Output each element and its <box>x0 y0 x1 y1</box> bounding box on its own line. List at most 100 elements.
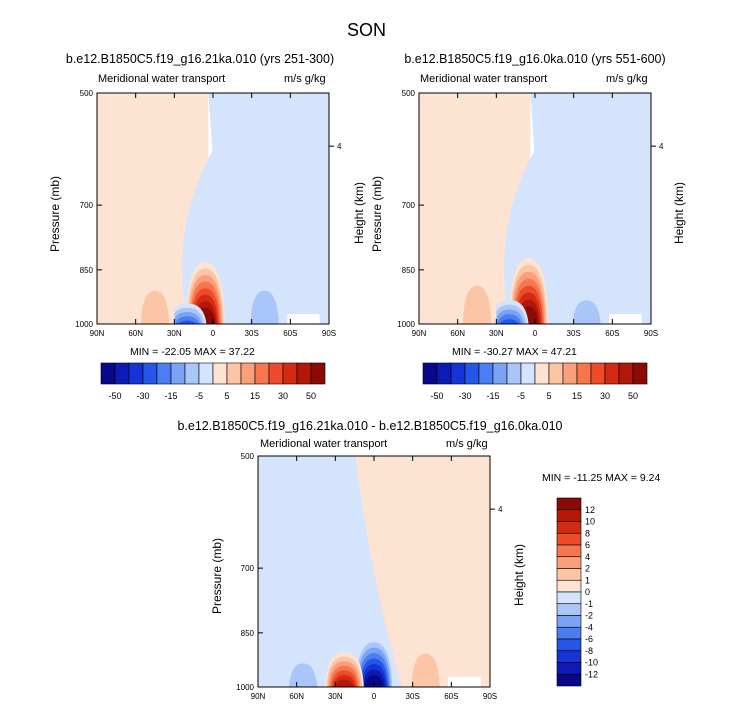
y-tick-label: 700 <box>241 564 255 573</box>
y-tick-label: 850 <box>80 266 94 275</box>
panel-1-colorbar: -50 -30 -15 -5 5 15 30 50 <box>100 362 326 401</box>
colorbar-swatch <box>604 362 620 385</box>
panel-3-plot: 90N 60N 30N 0 30S 60S 90S 500 700 850 1000 4 <box>236 452 503 701</box>
x-tick-label: 30N <box>328 692 343 701</box>
colorbar-swatch <box>142 362 158 385</box>
topography-mask <box>609 314 642 324</box>
colorbar-swatch <box>556 673 582 687</box>
colorbar-swatch <box>556 509 582 522</box>
colorbar-swatch <box>240 362 256 385</box>
colorbar-swatch <box>556 615 582 628</box>
x-tick-label: 30S <box>245 329 259 338</box>
colorbar-swatch <box>310 362 326 385</box>
colorbar-label: 8 <box>585 528 590 538</box>
colorbar-label: 0 <box>585 587 590 597</box>
panel-1-plot: 90N 60N 30N 0 30S 60S 90S 500 700 850 1000 4 <box>75 89 342 338</box>
y-tick-label: 850 <box>241 629 255 638</box>
colorbar-swatch <box>282 362 298 385</box>
panel-3-stats: MIN = -11.25 MAX = 9.24 <box>542 472 661 484</box>
colorbar-label: 2 <box>585 564 590 574</box>
colorbar-swatch <box>556 556 582 569</box>
y-tick-label: 850 <box>402 266 416 275</box>
x-tick-label: 90S <box>322 329 336 338</box>
colorbar-label: -5 <box>195 391 203 401</box>
colorbar-label: -30 <box>136 391 149 401</box>
panel-1-variable: Meridional water transport <box>98 73 226 85</box>
colorbar-label: -15 <box>486 391 499 401</box>
colorbar-swatch <box>450 362 466 385</box>
colorbar-swatch <box>520 362 536 385</box>
field-negative-bg <box>182 93 329 324</box>
y-tick-label: 500 <box>402 89 416 98</box>
colorbar-swatch <box>618 362 634 385</box>
colorbar-label: -50 <box>108 391 121 401</box>
x-tick-label: 60N <box>450 329 465 338</box>
colorbar-swatch <box>100 362 116 385</box>
colorbar-swatch <box>556 662 582 675</box>
topography-mask <box>448 677 481 687</box>
x-tick-label: 60N <box>289 692 304 701</box>
colorbar-swatch <box>556 626 582 640</box>
x-tick-label: 90N <box>251 692 266 701</box>
colorbar-swatch <box>556 532 582 546</box>
x-tick-label: 30S <box>567 329 581 338</box>
colorbar-swatch <box>556 544 582 558</box>
y-tick-label: 1000 <box>397 320 415 329</box>
colorbar-swatch <box>556 521 582 534</box>
contour-positive-3-level-2 <box>411 653 440 687</box>
colorbar-swatch <box>632 362 648 385</box>
colorbar-label: -15 <box>164 391 177 401</box>
x-tick-label: 60N <box>128 329 143 338</box>
y-tick-label: 500 <box>241 452 255 461</box>
colorbar-label: 10 <box>585 517 595 527</box>
panel-1-units: m/s g/kg <box>284 73 326 85</box>
x-tick-label: 0 <box>533 329 538 338</box>
y2-tick-label: 4 <box>659 142 664 151</box>
colorbar-swatch <box>556 579 582 593</box>
field-negative-bg <box>258 456 402 687</box>
x-tick-label: 60S <box>444 692 458 701</box>
y-tick-label: 700 <box>402 201 416 210</box>
panel-3-variable: Meridional water transport <box>260 438 388 450</box>
y-tick-label: 1000 <box>75 320 93 329</box>
y-tick-label: 500 <box>80 89 94 98</box>
colorbar-label: -4 <box>585 622 593 632</box>
panel-2-title: b.e12.B1850C5.f19_g16.0ka.010 (yrs 551-6… <box>404 52 666 66</box>
y2-tick-label: 4 <box>337 142 342 151</box>
colorbar-swatch <box>562 362 578 385</box>
colorbar-label: -12 <box>585 669 598 679</box>
contour-positive-4-level-2 <box>140 290 170 324</box>
colorbar-swatch <box>268 362 284 385</box>
colorbar-swatch <box>556 497 582 511</box>
panel-1-stats: MIN = -22.05 MAX = 37.22 <box>130 346 255 358</box>
x-tick-label: 0 <box>211 329 216 338</box>
colorbar-swatch <box>556 650 582 663</box>
x-tick-label: 60S <box>283 329 297 338</box>
colorbar-label: -5 <box>517 391 525 401</box>
contour-negative-3-level-2 <box>572 300 601 324</box>
colorbar-swatch <box>198 362 214 385</box>
colorbar-swatch <box>492 362 508 385</box>
figure-title: SON <box>346 20 386 40</box>
colorbar-label: -50 <box>430 391 443 401</box>
field-negative-bg <box>504 93 651 324</box>
topography-mask <box>287 314 320 324</box>
colorbar-label: -8 <box>585 646 593 656</box>
colorbar-label: -6 <box>585 634 593 644</box>
x-tick-label: 90S <box>483 692 497 701</box>
y-tick-label: 1000 <box>236 683 254 692</box>
colorbar-swatch <box>464 362 480 385</box>
colorbar-swatch <box>436 362 452 385</box>
colorbar-swatch <box>548 362 564 385</box>
colorbar-label: 1 <box>585 575 590 585</box>
colorbar-label: 4 <box>585 552 590 562</box>
colorbar-label: 15 <box>250 391 260 401</box>
colorbar-swatch <box>156 362 172 385</box>
y-tick-label: 700 <box>80 201 94 210</box>
colorbar-swatch <box>556 638 582 652</box>
y2-tick-label: 4 <box>498 505 503 514</box>
colorbar-label: 50 <box>628 391 638 401</box>
x-tick-label: 60S <box>605 329 619 338</box>
